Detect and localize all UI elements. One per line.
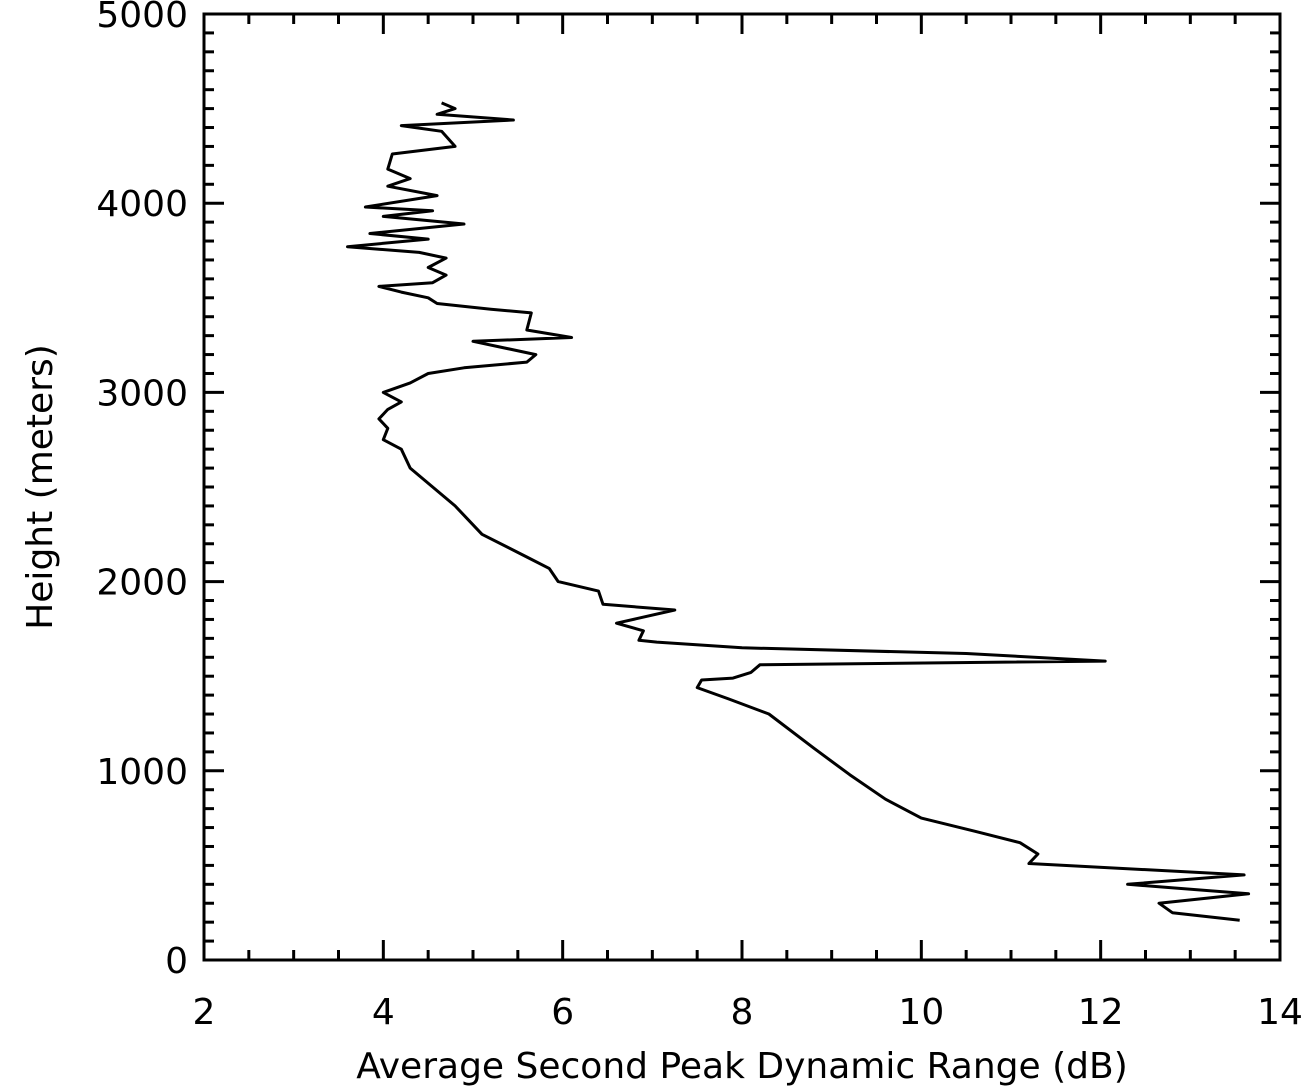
series-line <box>346 101 1251 922</box>
x-tick-label: 14 <box>1257 992 1303 1033</box>
x-axis-title: Average Second Peak Dynamic Range (dB) <box>356 1046 1128 1087</box>
plot-frame <box>202 12 1282 962</box>
tick-marks <box>202 12 1282 962</box>
x-tick-labels: 2 4 6 8 10 12 14 <box>193 992 1303 1033</box>
y-tick-label: 3000 <box>96 373 188 414</box>
x-tick-label: 12 <box>1078 992 1124 1033</box>
x-tick-label: 10 <box>898 992 944 1033</box>
y-tick-label: 2000 <box>96 563 188 604</box>
x-tick-label: 4 <box>372 992 395 1033</box>
x-tick-label: 2 <box>193 992 216 1033</box>
y-tick-label: 4000 <box>96 184 188 225</box>
x-tick-label: 8 <box>731 992 754 1033</box>
y-tick-label: 5000 <box>96 0 188 36</box>
y-tick-label: 1000 <box>96 752 188 793</box>
y-tick-label: 0 <box>165 941 188 982</box>
x-tick-label: 6 <box>551 992 574 1033</box>
y-tick-labels: 0 1000 2000 3000 4000 5000 <box>96 0 188 982</box>
y-axis-title: Height (meters) <box>20 344 61 630</box>
